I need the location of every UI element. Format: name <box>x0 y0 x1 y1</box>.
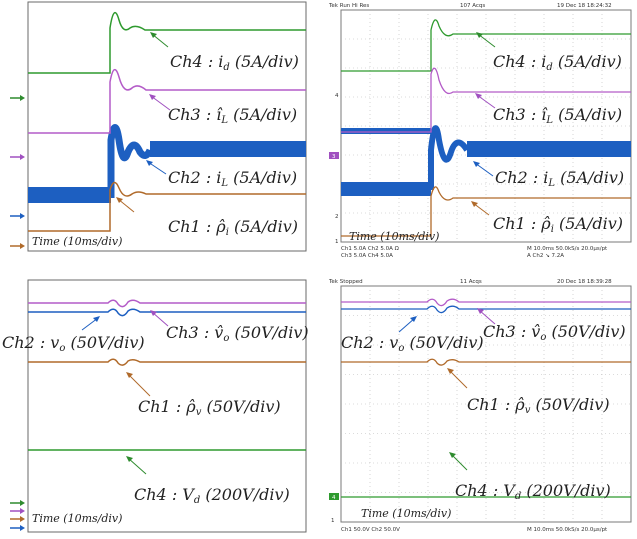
ch2-label-pointer <box>398 316 417 333</box>
ch2-label: Ch2 : vo (50V/div) <box>2 333 145 354</box>
svg-text:3: 3 <box>332 154 336 160</box>
ch3-label: Ch3 : îL (5A/div) <box>168 105 297 126</box>
ch2-label-pointer <box>473 161 494 177</box>
scope-footer-l1: Ch1 50.0V Ch2 50.0V <box>341 527 400 533</box>
channel-arrow-3 <box>10 154 25 160</box>
ch3-trace <box>28 299 306 308</box>
ch2-label: Ch2 : iL (5A/div) <box>495 168 624 189</box>
scope-header-left: Tek Run Hi Res <box>328 3 369 9</box>
panel-top-left-simulation: Ch4 : id (5A/div) Ch3 : îL (5A/div) Ch2 … <box>0 0 310 260</box>
ch4-label: Ch4 : Vd (200V/div) <box>455 481 611 502</box>
ch4-label-pointer <box>476 32 496 48</box>
scope-header-middle: 107 Acqs <box>460 3 485 9</box>
scope-grid <box>341 286 631 522</box>
ch2-label: Ch2 : iL (5A/div) <box>168 168 297 189</box>
ch4-label: Ch4 : Vd (200V/div) <box>134 485 290 506</box>
channel-arrow-1 <box>10 243 25 249</box>
ch2-trace-prestep-band <box>341 182 431 196</box>
ch4-label: Ch4 : id (5A/div) <box>170 52 299 73</box>
ch3-label-pointer <box>149 94 171 111</box>
ch3-label: Ch3 : v̂o (50V/div) <box>166 323 309 344</box>
time-axis-label: Time (10ms/div) <box>32 235 122 248</box>
time-axis-label: Time (10ms/div) <box>361 507 451 520</box>
ch1-label-pointer <box>471 201 490 216</box>
svg-text:4: 4 <box>332 495 336 501</box>
ch2-label: Ch2 : vo (50V/div) <box>341 333 484 354</box>
ch1-label: Ch1 : ρ̂v (50V/div) <box>467 395 610 416</box>
ch1-label-pointer <box>126 372 151 397</box>
panel-bottom-right-oscilloscope: Tek Stopped 11 Acqs 20 Dec 18 18:39:28 4… <box>327 276 637 539</box>
ch1-label-pointer <box>116 197 135 213</box>
ch2-label-pointer <box>81 316 100 331</box>
ch3-trace <box>341 67 631 133</box>
scope-marker-1: 1 <box>335 239 339 245</box>
ch1-trace <box>341 358 631 366</box>
ch3-label-pointer <box>477 308 496 325</box>
ch4-label-pointer <box>150 32 169 48</box>
ch1-label: Ch1 : ρ̂i (5A/div) <box>493 214 623 235</box>
plot-frame <box>27 1 307 252</box>
scope-footer-r1: M 10.0ms 50.0kS/s 20.0µs/pt <box>527 246 608 252</box>
scope-header-right: 20 Dec 18 18:39:28 <box>557 279 612 285</box>
ch1-label: Ch1 : ρ̂v (50V/div) <box>138 397 281 418</box>
ch3-trace <box>341 298 631 307</box>
panel-bottom-left-simulation: Ch3 : v̂o (50V/div) Ch2 : vo (50V/div) C… <box>0 278 310 539</box>
ch4-label-pointer <box>126 456 147 475</box>
scope-footer-l2: Ch3 5.0A Ch4 5.0A <box>341 253 393 259</box>
time-axis-label: Time (10ms/div) <box>32 512 122 525</box>
channel-arrow-2 <box>10 213 25 219</box>
channel-arrow-3 <box>10 508 25 514</box>
ch1-trace <box>341 186 631 237</box>
svg-text:4: 4 <box>335 93 339 99</box>
bottom-left-plot: Ch3 : v̂o (50V/div) Ch2 : vo (50V/div) C… <box>2 279 309 533</box>
scope-footer-r1: M 10.0ms 50.0kS/s 20.0µs/pt <box>527 527 608 533</box>
svg-text:2: 2 <box>335 214 339 220</box>
scope-marker-4: 4 <box>329 493 339 501</box>
channel-arrow-1 <box>10 516 25 522</box>
ch3-label-pointer <box>475 93 496 109</box>
scope-header-left: Tek Stopped <box>328 279 363 285</box>
channel-arrow-2 <box>10 525 25 531</box>
top-right-plot: Tek Run Hi Res 107 Acqs 19 Dec 18 18:24:… <box>328 3 632 259</box>
ch3-trace <box>28 68 306 134</box>
ch1-trace <box>28 181 306 232</box>
ch2-trace-prestep-band <box>28 187 111 203</box>
scope-footer-l1: Ch1 5.0A Ch2 5.0A Ω <box>341 246 399 252</box>
scope-marker-4: 4 <box>335 93 339 99</box>
ch2-trace <box>28 308 306 317</box>
ch3-label: Ch3 : v̂o (50V/div) <box>483 322 626 343</box>
ch1-trace <box>28 358 306 366</box>
ch2-trace-transient <box>428 125 470 190</box>
bottom-right-plot: Tek Stopped 11 Acqs 20 Dec 18 18:39:28 4… <box>328 279 632 533</box>
ch3-label-pointer <box>150 310 169 327</box>
ch4-label: Ch4 : id (5A/div) <box>493 52 622 73</box>
panel-top-right-oscilloscope: Tek Run Hi Res 107 Acqs 19 Dec 18 18:24:… <box>327 0 637 262</box>
ch2-trace-upper-band <box>341 128 431 134</box>
ch2-trace <box>341 305 631 314</box>
ch2-label-pointer <box>146 160 167 175</box>
scope-header-right: 19 Dec 18 18:24:32 <box>557 3 612 9</box>
ch2-trace-transient <box>107 124 154 198</box>
top-left-plot: Ch4 : id (5A/div) Ch3 : îL (5A/div) Ch2 … <box>10 1 307 252</box>
ch2-trace-steady-band <box>150 141 306 157</box>
channel-arrow-4 <box>10 95 25 101</box>
ch4-trace <box>28 11 306 74</box>
ch4-label-pointer <box>449 452 468 471</box>
channel-arrow-4 <box>10 500 25 506</box>
plot-frame <box>27 279 307 533</box>
svg-text:1: 1 <box>335 239 339 245</box>
time-axis-label: Time (10ms/div) <box>349 230 439 243</box>
scope-footer-r2: A Ch2 ↘ 7.2A <box>527 253 564 259</box>
scope-marker-2: 2 <box>335 214 339 220</box>
scope-marker-3: 3 <box>329 152 339 160</box>
svg-text:1: 1 <box>331 518 335 524</box>
ch4-trace <box>341 19 631 72</box>
ch1-label-pointer <box>447 368 468 389</box>
scope-header-middle: 11 Acqs <box>460 279 482 285</box>
ch1-label: Ch1 : ρ̂i (5A/div) <box>168 217 298 238</box>
ch3-label: Ch3 : îL (5A/div) <box>493 105 622 126</box>
scope-marker-1: 1 <box>331 518 335 524</box>
ch2-trace-steady-band <box>467 141 631 157</box>
